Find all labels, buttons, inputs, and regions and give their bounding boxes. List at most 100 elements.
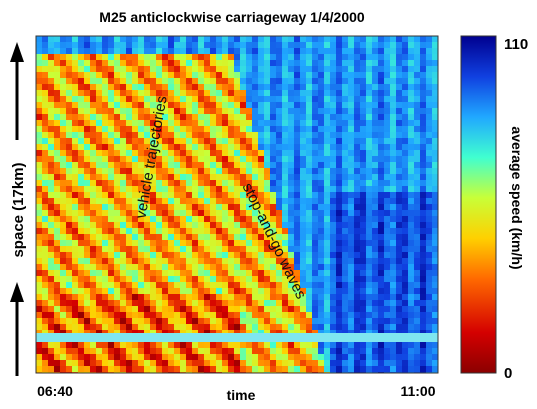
heatmap-cell (330, 36, 337, 43)
heatmap-cell (396, 168, 403, 175)
heatmap-cell (54, 48, 61, 55)
heatmap-cell (102, 84, 109, 91)
heatmap-cell (228, 216, 235, 223)
heatmap-cell (234, 132, 241, 139)
heatmap-cell (378, 72, 385, 79)
heatmap-cell (336, 306, 343, 313)
heatmap-cell (198, 180, 205, 187)
heatmap-cell (66, 192, 73, 199)
heatmap-cell (282, 102, 289, 109)
heatmap-cell (216, 78, 223, 85)
heatmap-cell (408, 168, 415, 175)
heatmap-cell (144, 312, 151, 319)
heatmap-cell (138, 246, 145, 253)
heatmap-cell (240, 186, 247, 193)
heatmap-cell (216, 108, 223, 115)
heatmap-cell (426, 150, 433, 157)
heatmap-cell (234, 342, 241, 349)
heatmap-cell (108, 246, 115, 253)
heatmap-cell (264, 90, 271, 97)
heatmap-cell (282, 186, 289, 193)
heatmap-cell (390, 120, 397, 127)
heatmap-cell (270, 318, 277, 325)
heatmap-cell (210, 204, 217, 211)
heatmap-cell (102, 60, 109, 67)
heatmap-cell (312, 192, 319, 199)
heatmap-cell (246, 282, 253, 289)
heatmap-cell (156, 102, 163, 109)
heatmap-cell (402, 210, 409, 217)
heatmap-cell (354, 252, 361, 259)
heatmap-cell (366, 366, 373, 373)
heatmap-cell (162, 36, 169, 43)
heatmap-cell (204, 120, 211, 127)
heatmap-cell (342, 114, 349, 121)
heatmap-cell (96, 234, 103, 241)
heatmap-cell (300, 60, 307, 67)
heatmap-cell (234, 204, 241, 211)
heatmap-cell (48, 162, 55, 169)
heatmap-cell (300, 138, 307, 145)
heatmap-cell (246, 198, 253, 205)
heatmap-cell (408, 210, 415, 217)
heatmap-cell (54, 252, 61, 259)
heatmap-cell (216, 156, 223, 163)
heatmap-cell (126, 162, 133, 169)
heatmap-cell (144, 300, 151, 307)
x-tick-label-start: 06:40 (37, 383, 73, 399)
heatmap-cell (180, 354, 187, 361)
heatmap-cell (102, 78, 109, 85)
heatmap-cell (414, 150, 421, 157)
heatmap-cell (102, 180, 109, 187)
heatmap-cell (390, 348, 397, 355)
heatmap-cell (420, 360, 427, 367)
heatmap-cell (192, 264, 199, 271)
heatmap-cell (36, 204, 43, 211)
heatmap-cell (390, 150, 397, 157)
heatmap-cell (342, 240, 349, 247)
heatmap-cell (132, 270, 139, 277)
heatmap-cell (384, 216, 391, 223)
heatmap-cell (318, 276, 325, 283)
heatmap-cell (66, 138, 73, 145)
heatmap-cell (54, 348, 61, 355)
heatmap-cell (300, 258, 307, 265)
heatmap-cell (108, 54, 115, 61)
heatmap-cell (360, 234, 367, 241)
heatmap-cell (402, 282, 409, 289)
heatmap-cell (156, 84, 163, 91)
heatmap-cell (432, 198, 438, 205)
heatmap-cell (228, 108, 235, 115)
heatmap-cell (234, 318, 241, 325)
heatmap-cell (84, 126, 91, 133)
heatmap-cell (192, 120, 199, 127)
heatmap-cell (366, 312, 373, 319)
heatmap-cell (36, 228, 43, 235)
heatmap-cell (372, 354, 379, 361)
heatmap-cell (336, 144, 343, 151)
heatmap-cell (408, 324, 415, 331)
heatmap-cell (108, 84, 115, 91)
heatmap-cell (198, 252, 205, 259)
heatmap-cell (216, 36, 223, 43)
heatmap-cell (168, 162, 175, 169)
heatmap-cell (126, 60, 133, 67)
heatmap-cell (426, 108, 433, 115)
heatmap-cell (420, 42, 427, 49)
heatmap-cell (246, 90, 253, 97)
heatmap-cell (240, 210, 247, 217)
heatmap-cell (90, 222, 97, 229)
heatmap-cell (348, 60, 355, 67)
heatmap-cell (54, 216, 61, 223)
heatmap-cell (120, 114, 127, 121)
heatmap-cell (408, 156, 415, 163)
heatmap-cell (42, 48, 49, 55)
heatmap-cell (336, 228, 343, 235)
heatmap-cell (72, 186, 79, 193)
heatmap-cell (420, 198, 427, 205)
heatmap-cell (216, 294, 223, 301)
heatmap-cell (396, 210, 403, 217)
heatmap-cell (132, 318, 139, 325)
heatmap-cell (318, 324, 325, 331)
heatmap-cell (294, 324, 301, 331)
